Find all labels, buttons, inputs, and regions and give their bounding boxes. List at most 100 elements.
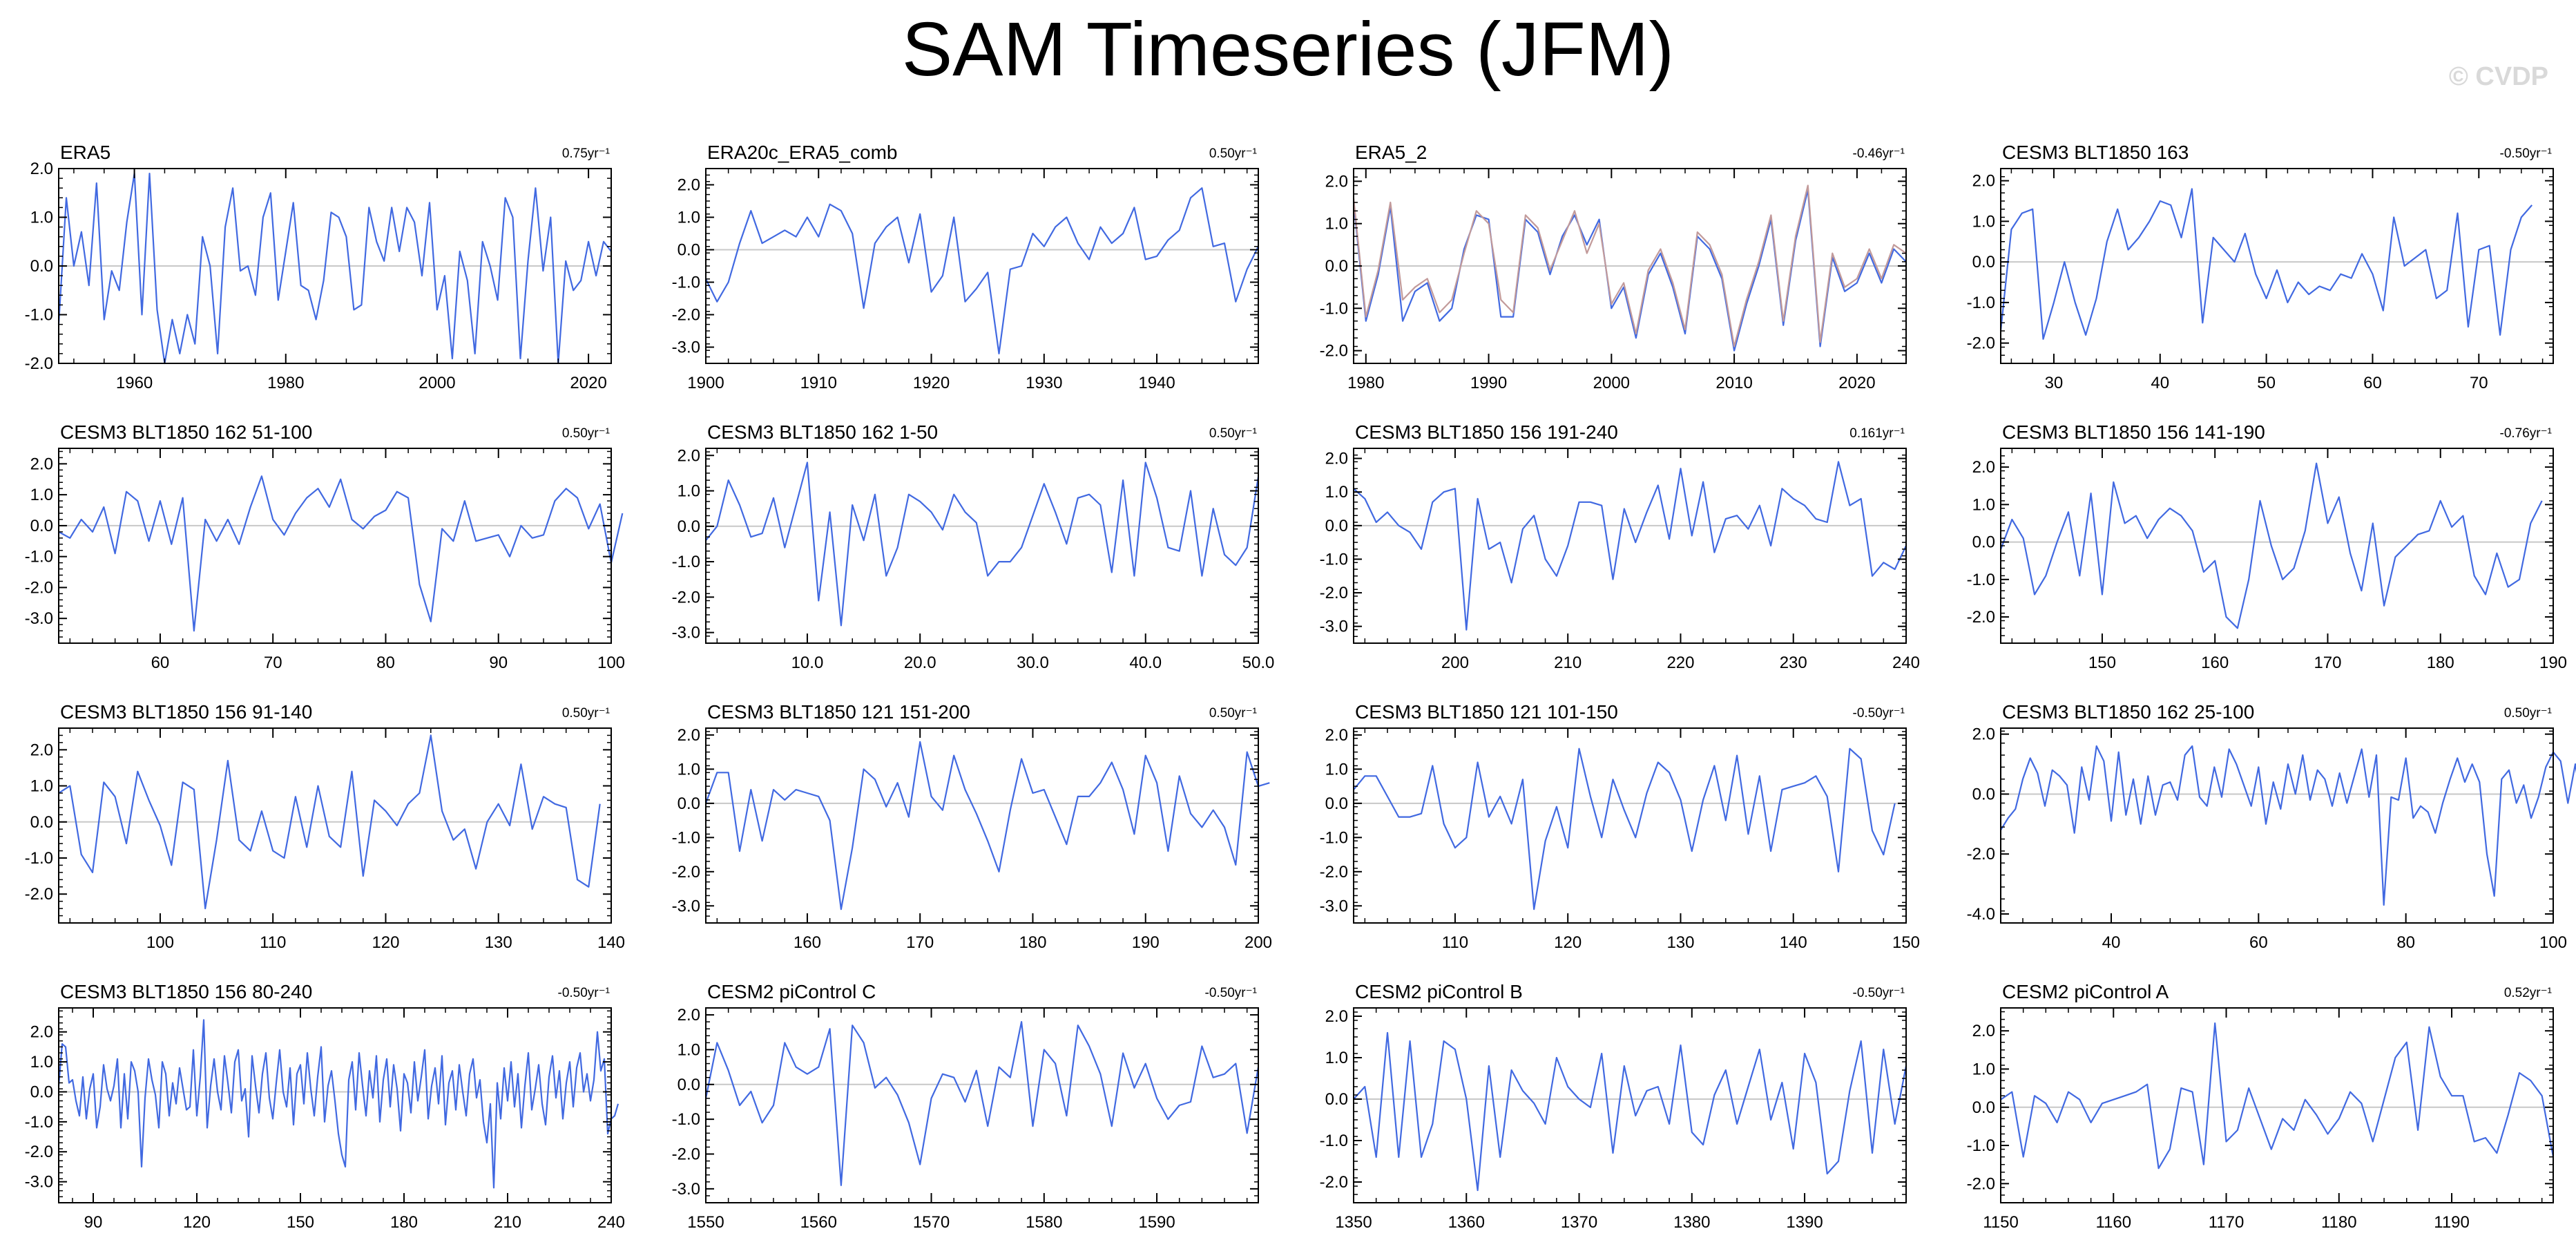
ytick-label: -3.0 xyxy=(25,609,53,628)
xtick-label: 1190 xyxy=(2434,1213,2470,1232)
panel-13: -3.0 -2.0 -1.0 0.0 1.0 2.0 1550 1560 1570 1580 159… xyxy=(672,981,1260,1232)
series-line-0 xyxy=(57,1019,619,1189)
ytick-label: -1.0 xyxy=(25,306,53,325)
ytick-label: 2.0 xyxy=(677,176,700,195)
xtick-label: 200 xyxy=(1441,654,1469,672)
xtick-label: 120 xyxy=(183,1213,211,1232)
series-line-0 xyxy=(1352,189,1907,352)
plot-frame xyxy=(58,448,612,644)
ytick-label: 0.0 xyxy=(677,1076,700,1094)
ytick-label: 0.0 xyxy=(30,257,53,276)
ytick-label: -1.0 xyxy=(1967,1136,1995,1155)
xtick-label: 1350 xyxy=(1335,1213,1372,1232)
xtick-label: 70 xyxy=(264,654,282,672)
plot-frame xyxy=(705,168,1259,364)
ytick-label: -3.0 xyxy=(672,624,700,642)
ytick-label: 0.0 xyxy=(677,517,700,536)
panel-title: CESM3 BLT1850 156 191-240 xyxy=(1355,421,1618,443)
ytick-label: 2.0 xyxy=(1325,1007,1348,1026)
ytick-label: -2.0 xyxy=(1967,1174,1995,1193)
ytick-label: -2.0 xyxy=(25,354,53,373)
ytick-label: 1.0 xyxy=(1972,495,1995,514)
plot-frame xyxy=(705,448,1259,644)
panel-4: -3.0 -2.0 -1.0 0.0 1.0 2.0 60 70 80 90 100 CESM3 BL… xyxy=(25,421,625,672)
series-line-0 xyxy=(705,461,1260,627)
trend-label: 0.50yr⁻¹ xyxy=(1209,426,1257,441)
xtick-label: 1560 xyxy=(800,1213,837,1232)
xtick-label: 100 xyxy=(597,654,625,672)
ytick-label: 1.0 xyxy=(30,486,53,504)
series-line-0 xyxy=(2000,745,2576,906)
xtick-label: 1570 xyxy=(913,1213,950,1232)
xtick-label: 240 xyxy=(1892,654,1920,672)
ytick-label: 2.0 xyxy=(1972,1022,1995,1040)
xtick-label: 160 xyxy=(794,933,821,952)
xtick-label: 130 xyxy=(485,933,512,952)
ytick-label: -2.0 xyxy=(25,1143,53,1161)
ytick-label: -3.0 xyxy=(672,1180,700,1199)
panel-title: ERA5 xyxy=(60,142,110,163)
xtick-label: 140 xyxy=(1780,933,1807,952)
ytick-label: -2.0 xyxy=(1967,334,1995,353)
ytick-label: 2.0 xyxy=(1325,450,1348,468)
panel-2: -2.0 -1.0 0.0 1.0 2.0 1980 1990 2000 2010 2020 ERA… xyxy=(1320,142,1907,392)
ytick-label: -3.0 xyxy=(1320,897,1348,915)
ytick-label: -1.0 xyxy=(25,849,53,868)
ytick-label: 0.0 xyxy=(1325,794,1348,813)
ytick-label: 2.0 xyxy=(677,726,700,745)
ytick-label: -2.0 xyxy=(1320,1173,1348,1192)
series-line-0 xyxy=(1999,462,2543,629)
ytick-label: -1.0 xyxy=(1967,571,1995,589)
panel-3: -2.0 -1.0 0.0 1.0 2.0 30 40 50 60 70 CESM3 BLT1850… xyxy=(1967,142,2554,392)
plot-frame xyxy=(1353,448,1907,644)
ytick-label: -2.0 xyxy=(25,885,53,904)
ytick-label: 2.0 xyxy=(677,1006,700,1024)
xtick-label: 1180 xyxy=(2321,1213,2357,1232)
series-line-0 xyxy=(705,187,1259,354)
ytick-label: 0.0 xyxy=(677,794,700,813)
xtick-label: 2020 xyxy=(570,374,606,392)
trend-label: -0.50yr⁻¹ xyxy=(558,986,611,1000)
xtick-label: 200 xyxy=(1244,933,1272,952)
xtick-label: 2000 xyxy=(419,374,455,392)
ytick-label: 2.0 xyxy=(30,1023,53,1042)
xtick-label: 240 xyxy=(597,1213,625,1232)
ytick-label: 1.0 xyxy=(30,209,53,227)
xtick-label: 60 xyxy=(2363,374,2382,392)
ytick-label: -2.0 xyxy=(672,306,700,325)
plot-frame xyxy=(705,1007,1259,1203)
trend-label: 0.50yr⁻¹ xyxy=(562,426,610,441)
panel-9: -3.0 -2.0 -1.0 0.0 1.0 2.0 160 170 180 190 200 CESM… xyxy=(672,701,1272,952)
ytick-label: 1.0 xyxy=(677,760,700,779)
xtick-label: 1580 xyxy=(1026,1213,1062,1232)
panel-7: -2.0 -1.0 0.0 1.0 2.0 150 160 170 180 190 CESM3 BL… xyxy=(1967,421,2567,672)
xtick-label: 1360 xyxy=(1448,1213,1485,1232)
xtick-label: 50.0 xyxy=(1242,654,1275,672)
ytick-label: -1.0 xyxy=(25,548,53,566)
trend-label: -0.50yr⁻¹ xyxy=(1853,986,1905,1000)
ytick-label: 0.0 xyxy=(1325,1090,1348,1109)
panel-title: CESM3 BLT1850 162 51-100 xyxy=(60,421,312,443)
xtick-label: 1960 xyxy=(116,374,153,392)
xtick-label: 90 xyxy=(489,654,508,672)
xtick-label: 10.0 xyxy=(791,654,824,672)
panel-title: CESM3 BLT1850 156 91-140 xyxy=(60,701,312,723)
ytick-label: 2.0 xyxy=(1325,172,1348,191)
xtick-label: 1550 xyxy=(687,1213,724,1232)
ytick-label: -2.0 xyxy=(1967,608,1995,627)
xtick-label: 150 xyxy=(2088,654,2116,672)
panel-title: CESM2 piControl C xyxy=(707,981,876,1002)
ytick-label: 1.0 xyxy=(1972,1060,1995,1078)
trend-label: 0.50yr⁻¹ xyxy=(1209,706,1257,721)
series-line-0 xyxy=(58,475,624,632)
series-line-1 xyxy=(1352,184,1907,347)
panel-12: -3.0 -2.0 -1.0 0.0 1.0 2.0 90 120 150 180 210 240 CE… xyxy=(25,981,625,1232)
ytick-label: 1.0 xyxy=(30,1053,53,1071)
ytick-label: 2.0 xyxy=(30,160,53,178)
ytick-label: 0.0 xyxy=(1972,1098,1995,1117)
ytick-label: -2.0 xyxy=(1320,863,1348,881)
ytick-label: 1.0 xyxy=(677,209,700,227)
ytick-label: 0.0 xyxy=(1325,257,1348,276)
series-line-0 xyxy=(2000,1022,2555,1170)
xtick-label: 1160 xyxy=(2095,1213,2131,1232)
